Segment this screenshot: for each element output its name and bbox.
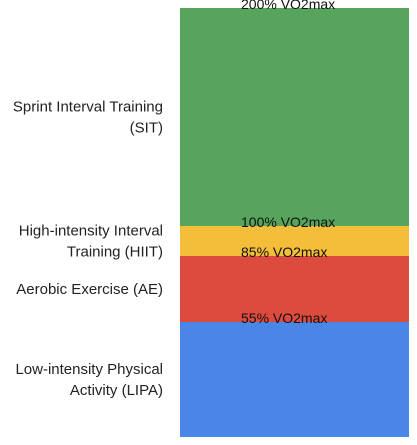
zone-label-line: Aerobic Exercise (AE) bbox=[16, 281, 163, 298]
threshold-label-200: 200% VO2max bbox=[241, 0, 335, 12]
zone-label-line: High-intensity Interval bbox=[19, 223, 163, 240]
zone-label-line: Activity (LIPA) bbox=[70, 382, 163, 399]
zone-label-hiit: High-intensity Interval Training (HIIT) bbox=[19, 223, 163, 261]
zone-bars bbox=[180, 8, 409, 437]
zone-label-line: Sprint Interval Training bbox=[13, 99, 163, 116]
zone-label-line: Training (HIIT) bbox=[67, 244, 163, 261]
zone-bar-ae bbox=[180, 256, 409, 322]
zone-label-line: Low-intensity Physical bbox=[15, 361, 163, 378]
zone-bar-lipa bbox=[180, 322, 409, 437]
zone-label-ae: Aerobic Exercise (AE) bbox=[16, 281, 163, 298]
threshold-labels: 55% VO2max 85% VO2max 100% VO2max 200% VO2m… bbox=[241, 0, 335, 326]
zone-label-lipa: Low-intensity Physical Activity (LIPA) bbox=[15, 361, 163, 399]
zone-labels: Low-intensity Physical Activity (LIPA) Aer… bbox=[13, 99, 163, 400]
zone-label-sit: Sprint Interval Training (SIT) bbox=[13, 99, 163, 137]
threshold-label-55: 55% VO2max bbox=[241, 310, 327, 326]
threshold-label-85: 85% VO2max bbox=[241, 244, 327, 260]
zone-bar-hiit bbox=[180, 226, 409, 256]
zone-label-line: (SIT) bbox=[130, 120, 163, 137]
zone-bar-sit bbox=[180, 8, 409, 226]
threshold-label-100: 100% VO2max bbox=[241, 214, 335, 230]
